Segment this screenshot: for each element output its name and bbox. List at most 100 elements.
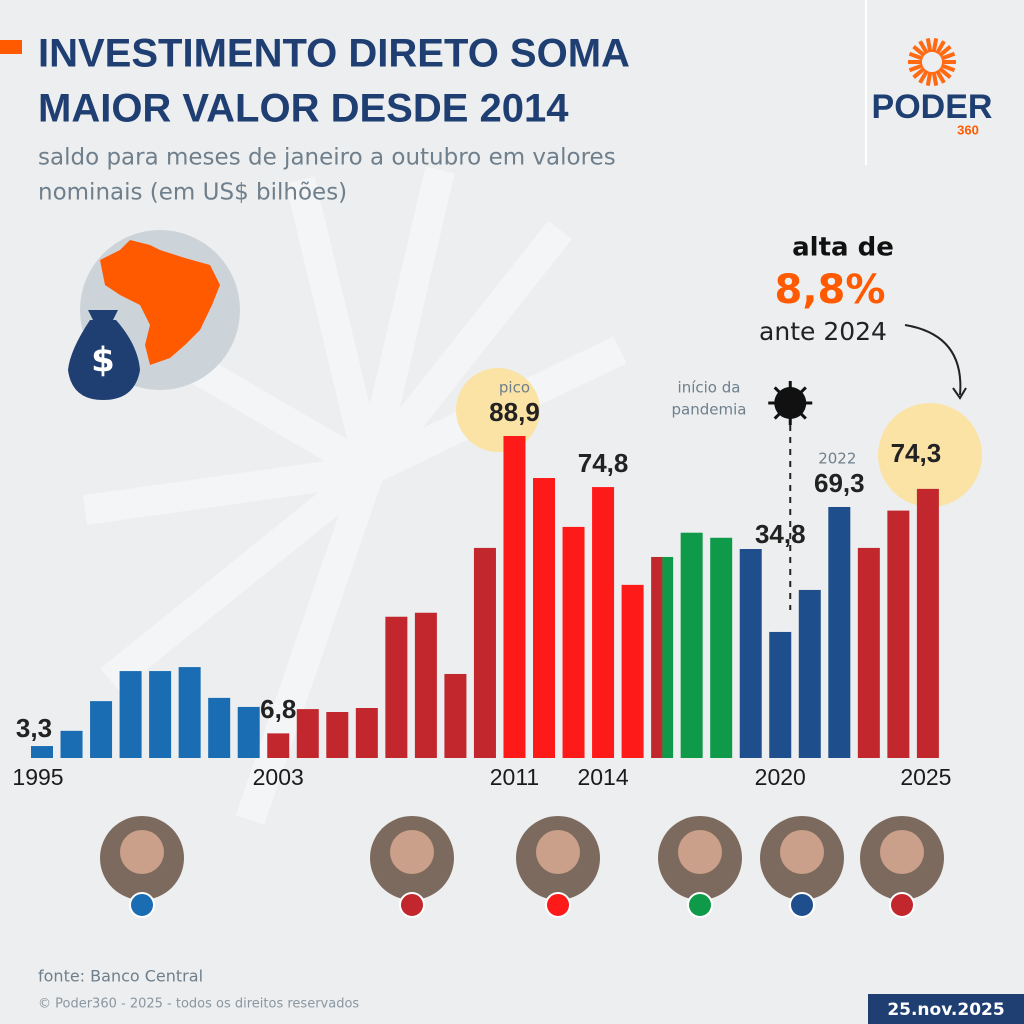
bar bbox=[916, 488, 939, 758]
x-tick-label: 2020 bbox=[755, 764, 806, 790]
background-rays bbox=[82, 166, 627, 825]
logo-ray bbox=[931, 71, 939, 86]
bar bbox=[473, 547, 496, 758]
title-line: MAIOR VALOR DESDE 2014 bbox=[38, 87, 569, 131]
icon: $ bbox=[68, 230, 240, 400]
subtitle-line: saldo para meses de janeiro a outubro em… bbox=[38, 145, 616, 171]
value-label: 34,8 bbox=[755, 519, 806, 549]
accent bbox=[0, 40, 22, 54]
bar bbox=[119, 671, 142, 758]
value-label: 3,3 bbox=[16, 713, 52, 743]
x-tick-label: 2003 bbox=[253, 764, 304, 790]
bar bbox=[739, 549, 762, 758]
change-callout: alta de 8,8% ante 2024 bbox=[759, 233, 967, 400]
logo-ray bbox=[940, 51, 956, 61]
latest-highlight bbox=[878, 403, 982, 507]
peak-highlight bbox=[456, 368, 540, 452]
logo-ray bbox=[938, 45, 952, 58]
year-note: 2022 bbox=[818, 449, 856, 467]
value-label: 69,3 bbox=[814, 468, 865, 498]
bar bbox=[562, 526, 585, 758]
bar bbox=[621, 584, 644, 758]
date-box bbox=[868, 994, 1024, 1024]
bar bbox=[90, 701, 113, 758]
brand-number: 360 bbox=[957, 122, 979, 137]
pandemic-note: início da bbox=[678, 379, 741, 397]
pandemic-note: pandemia bbox=[672, 401, 747, 419]
bar bbox=[296, 709, 319, 758]
bar bbox=[444, 673, 467, 758]
logo-ray bbox=[938, 66, 952, 79]
logo: PODER 360 bbox=[872, 38, 993, 137]
callout-ref: ante 2024 bbox=[759, 317, 887, 346]
copyright: © Poder360 - 2025 - todos os direitos re… bbox=[38, 997, 359, 1012]
logo-ray bbox=[925, 38, 933, 53]
x-tick-label: 2014 bbox=[577, 764, 628, 790]
party-dot bbox=[545, 892, 571, 918]
logo-ray bbox=[908, 63, 924, 73]
bar bbox=[798, 589, 821, 758]
chart: 1995 3,3 2003 6,8 2011 88,9 2014 74,8 2020 34,8 69… bbox=[12, 379, 951, 791]
bar bbox=[857, 547, 880, 758]
bar bbox=[503, 436, 526, 758]
value-label: 74,3 bbox=[891, 438, 942, 468]
virus bbox=[774, 387, 807, 419]
x-tick-label: 2025 bbox=[900, 764, 951, 790]
logo-ray bbox=[908, 51, 924, 61]
logo-ray bbox=[925, 71, 933, 86]
party-dot bbox=[789, 892, 815, 918]
svg-text:$: $ bbox=[91, 341, 115, 381]
bar bbox=[680, 532, 703, 758]
bar bbox=[267, 733, 290, 758]
party-dot bbox=[687, 892, 713, 918]
bar bbox=[326, 712, 349, 758]
peak-note: pico bbox=[499, 379, 530, 397]
source: fonte: Banco Central bbox=[38, 967, 203, 986]
portrait-face bbox=[390, 830, 434, 874]
bar bbox=[31, 746, 53, 758]
title-line: INVESTIMENTO DIRETO SOMA bbox=[38, 32, 630, 76]
logo-ray bbox=[912, 66, 926, 79]
bar bbox=[414, 612, 437, 758]
bar bbox=[237, 706, 260, 758]
callout-intro: alta de bbox=[792, 233, 894, 263]
logo-ray bbox=[918, 40, 929, 55]
presidents bbox=[100, 816, 944, 918]
date: 25.nov.2025 bbox=[887, 1000, 1004, 1020]
logo-ray bbox=[935, 40, 946, 55]
bar bbox=[592, 487, 615, 758]
logo-ray bbox=[912, 45, 926, 58]
bar bbox=[149, 671, 172, 758]
bar bbox=[533, 478, 556, 758]
portrait-face bbox=[536, 830, 580, 874]
bar bbox=[828, 506, 851, 758]
bar bbox=[710, 537, 733, 758]
x-tick-label: 2011 bbox=[490, 764, 539, 790]
logo-ray bbox=[940, 63, 956, 73]
party-dot bbox=[399, 892, 425, 918]
portrait-face bbox=[780, 830, 824, 874]
logo-ray bbox=[935, 69, 946, 84]
portrait-face bbox=[678, 830, 722, 874]
subtitle-line: nominais (em US$ bilhões) bbox=[38, 180, 347, 206]
bar bbox=[385, 616, 408, 758]
value-label: 6,8 bbox=[260, 694, 296, 724]
logo-ray bbox=[918, 69, 929, 84]
x-tick-label: 1995 bbox=[12, 764, 63, 790]
portrait-face bbox=[120, 830, 164, 874]
party-dot bbox=[129, 892, 155, 918]
bar bbox=[355, 708, 378, 758]
bar bbox=[208, 697, 231, 758]
callout-value: 8,8% bbox=[775, 267, 886, 313]
logo-ray bbox=[931, 38, 939, 53]
portrait-face bbox=[880, 830, 924, 874]
bar bbox=[769, 631, 792, 758]
value-label: 74,8 bbox=[578, 448, 629, 478]
brand-name: PODER bbox=[872, 88, 993, 126]
party-dot bbox=[889, 892, 915, 918]
value-label: 88,9 bbox=[489, 397, 540, 427]
bar bbox=[651, 556, 674, 758]
bar bbox=[178, 667, 201, 758]
bar bbox=[60, 730, 83, 758]
